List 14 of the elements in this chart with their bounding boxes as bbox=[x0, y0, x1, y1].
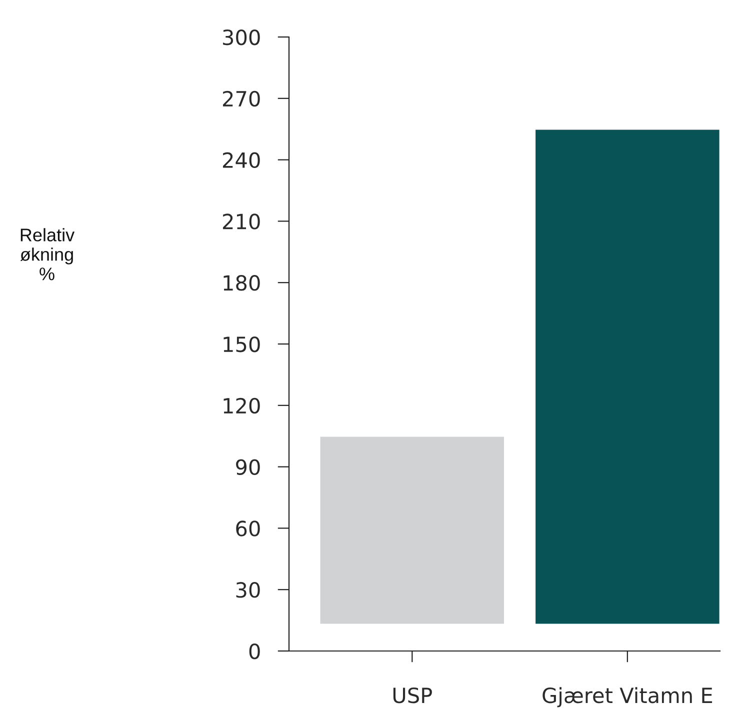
y-tick-label: 300 bbox=[223, 29, 260, 46]
text: Relativ økning % bbox=[20, 228, 75, 280]
y-tick-label: 60 bbox=[236, 520, 260, 536]
y-tick-label: 180 bbox=[224, 275, 260, 291]
y-tick-label: 270 bbox=[222, 90, 260, 107]
y-tick-label: 120 bbox=[224, 398, 260, 414]
y-tick-label: 210 bbox=[222, 214, 260, 230]
y-tick-label: 240 bbox=[222, 152, 260, 168]
x-tick-label: Gjæret Vitamn E bbox=[542, 687, 712, 708]
y-tick-label: 0 bbox=[249, 643, 260, 660]
x-tick-label: USP bbox=[393, 687, 432, 704]
y-tick-label: 90 bbox=[236, 459, 260, 476]
y-tick-label: 150 bbox=[224, 336, 260, 352]
y-tick-label: 30 bbox=[236, 582, 260, 598]
